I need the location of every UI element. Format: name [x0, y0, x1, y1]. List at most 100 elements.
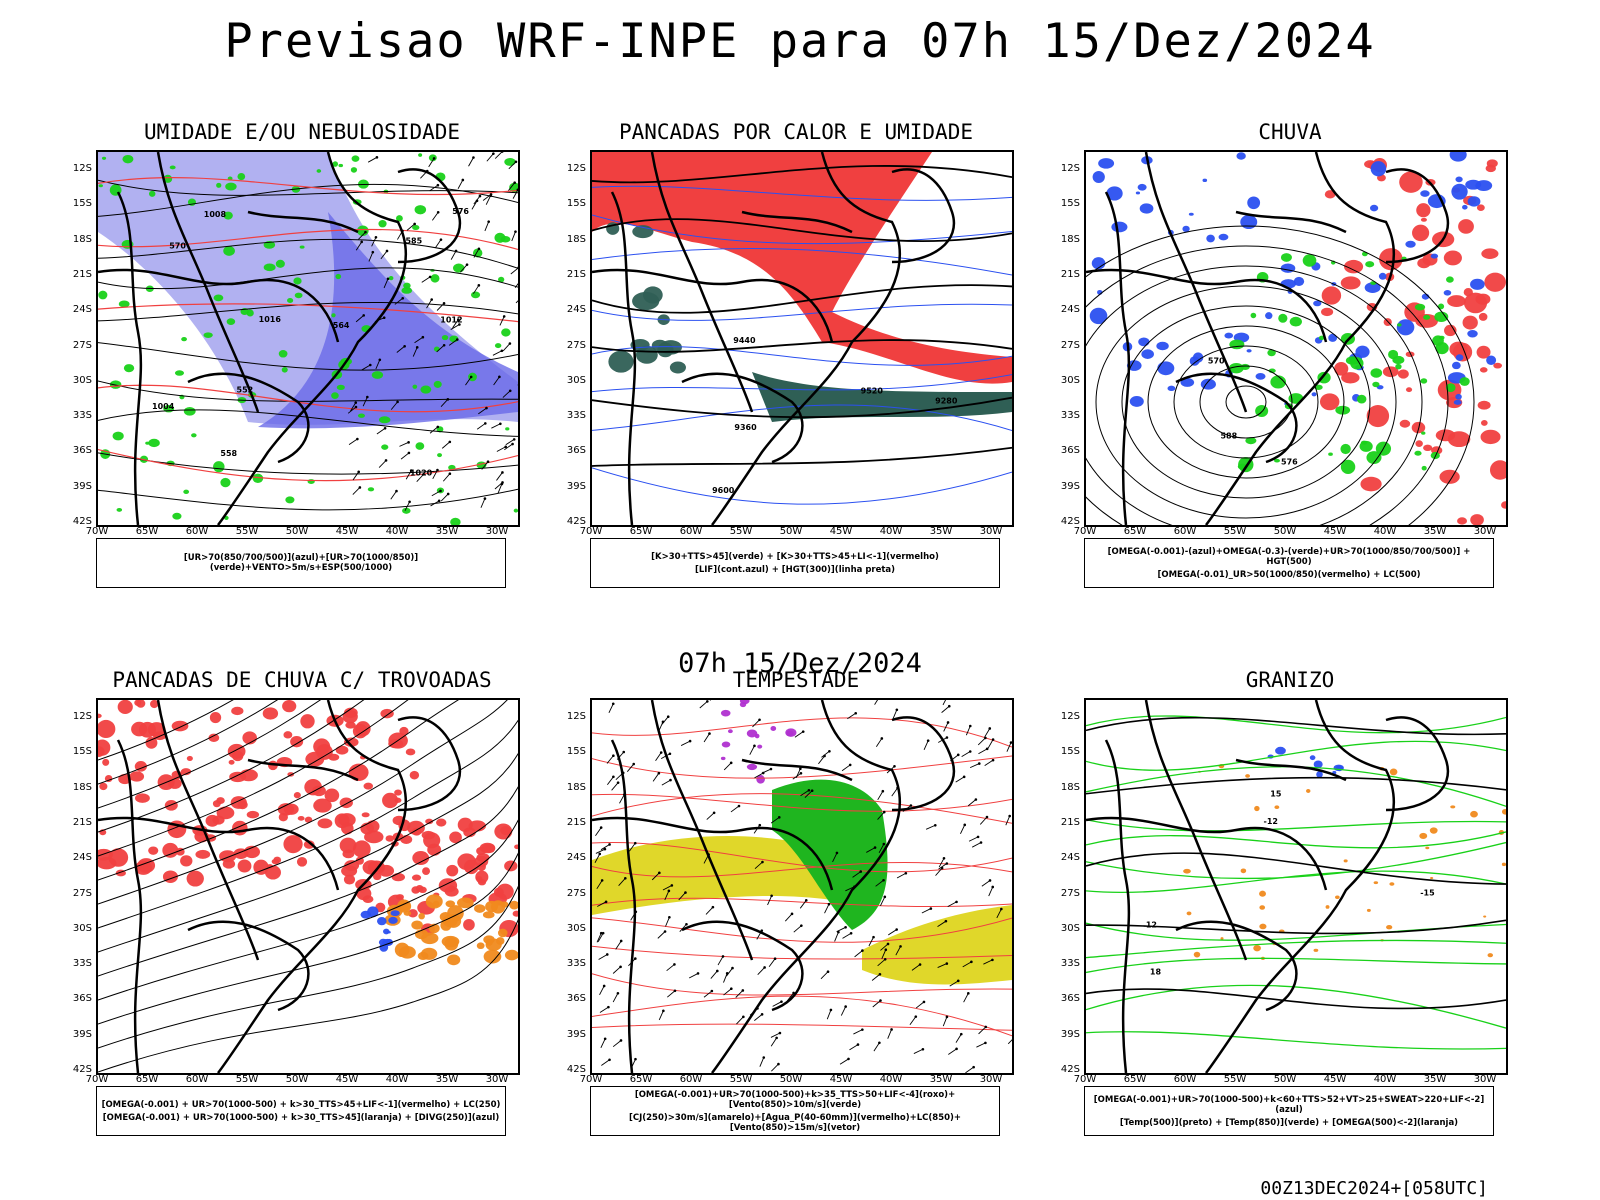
lon-tick-label: 55W — [729, 526, 753, 537]
divergence-blue-shading — [360, 906, 400, 952]
lat-tick-label: 30S — [72, 374, 92, 386]
lon-tick-label: 35W — [435, 526, 459, 537]
lon-tick-label: 70W — [579, 1074, 603, 1085]
rain-red-shading — [1319, 157, 1506, 525]
lat-tick-label: 15S — [1060, 198, 1080, 210]
lon-tick-label: 35W — [929, 1074, 953, 1085]
legend-line: [OMEGA(-0.001)-(azul)+OMEGA(-0.3)-(verde… — [1107, 546, 1471, 567]
lat-tick-label: 15S — [566, 198, 586, 210]
panel-legend: [OMEGA(-0.001)-(azul)+OMEGA(-0.3)-(verde… — [1084, 538, 1494, 588]
lat-tick-label: 30S — [566, 922, 586, 934]
lat-tick-label: 39S — [566, 1028, 586, 1040]
map-panel-4: PANCADAS DE CHUVA C/ TROVOADAS 12S 15S 18S 2… — [66, 668, 538, 1148]
lon-tick-label: 50W — [779, 526, 803, 537]
lat-tick-label: 18S — [72, 781, 92, 793]
lat-tick-label: 27S — [566, 887, 586, 899]
lat-tick-label: 36S — [566, 445, 586, 457]
legend-line: [UR>70(850/700/500)](azul)+[UR>70(1000/8… — [183, 553, 419, 573]
temp850-contours — [1086, 715, 1506, 1050]
lon-tick-label: 50W — [779, 1074, 803, 1085]
lon-tick-label: 40W — [385, 526, 409, 537]
lon-tick-label: 40W — [385, 1074, 409, 1085]
lon-tick-label: 40W — [879, 526, 903, 537]
lon-tick-label: 45W — [335, 1074, 359, 1085]
lat-tick-label: 24S — [1060, 304, 1080, 316]
lat-tick-label: 18S — [566, 781, 586, 793]
lifted-index-contours — [592, 185, 1012, 505]
contour-label: 1016 — [259, 315, 282, 324]
lat-tick-label: 33S — [566, 958, 586, 970]
lat-tick-label: 12S — [1060, 163, 1080, 174]
lon-tick-label: 55W — [729, 1074, 753, 1085]
contour-label: -12 — [1264, 817, 1278, 826]
lat-tick-label: 30S — [1060, 922, 1080, 934]
thickness-contours — [98, 177, 518, 482]
lat-tick-label: 24S — [566, 304, 586, 316]
bottom-row-valid-time: 07h 15/Dez/2024 — [678, 648, 922, 679]
panel-title: GRANIZO — [1245, 668, 1335, 692]
lon-tick-label: 55W — [1223, 526, 1247, 537]
lat-tick-label: 21S — [566, 268, 586, 280]
lon-tick-label: 45W — [829, 526, 853, 537]
lat-tick-label: 21S — [566, 816, 586, 828]
lat-tick-label: 42S — [566, 516, 586, 527]
lat-tick-label: 27S — [72, 339, 92, 351]
contour-label: 552 — [237, 385, 254, 394]
hgt500-rings — [1086, 225, 1475, 525]
lat-tick-label: 39S — [1060, 480, 1080, 492]
contour-label: 9280 — [935, 396, 958, 405]
lat-tick-label: 36S — [72, 445, 92, 457]
jet-yellow-band-east — [862, 905, 1012, 985]
legend-line: [CJ(250)>30m/s](amarelo)+[Agua_P(40-60mm… — [628, 1112, 962, 1133]
lat-tick-label: 24S — [72, 304, 92, 316]
lat-tick-label: 27S — [72, 887, 92, 899]
lat-tick-label: 15S — [1060, 746, 1080, 758]
lon-tick-label: 35W — [929, 526, 953, 537]
panel-legend: [UR>70(850/700/500)](azul)+[UR>70(1000/8… — [96, 538, 506, 588]
lat-tick-label: 36S — [566, 993, 586, 1005]
contour-label: 15 — [1270, 789, 1282, 798]
contour-label: 564 — [333, 321, 350, 330]
precipitable-water-contours — [592, 717, 1012, 1037]
south-america-borders — [98, 700, 462, 1073]
legend-line: [Temp(500)](preto) + [Temp(850)](verde) … — [1119, 1117, 1459, 1128]
contour-label: 12 — [1146, 921, 1157, 930]
lon-tick-label: 30W — [1473, 526, 1497, 537]
lat-tick-label: 15S — [566, 746, 586, 758]
lon-tick-label: 70W — [85, 526, 109, 537]
panel-title: UMIDADE E/OU NEBULOSIDADE — [143, 120, 461, 144]
hgt300-contours — [592, 165, 1012, 467]
lon-tick-label: 40W — [879, 1074, 903, 1085]
legend-line: [OMEGA(-0.001) + UR>70(1000-500) + k>30_… — [102, 1112, 500, 1123]
contour-label: 1020 — [410, 469, 433, 478]
lat-tick-label: 36S — [1060, 445, 1080, 457]
map-panel-5: TEMPESTADE 12S 15S 18S 21S 24S 27S 30S 33S 36S 39S… — [560, 668, 1032, 1148]
lon-tick-label: 60W — [185, 1074, 209, 1085]
lat-tick-label: 33S — [566, 410, 586, 422]
lon-tick-label: 30W — [485, 1074, 509, 1085]
lat-tick-label: 24S — [566, 852, 586, 864]
lon-tick-label: 65W — [629, 526, 653, 537]
lon-tick-label: 60W — [679, 1074, 703, 1085]
contour-label: 1004 — [152, 402, 175, 411]
contour-labels: -12 -15 18 15 12 — [1146, 789, 1435, 976]
mid-level-humidity-band — [258, 212, 518, 429]
panel-legend: [OMEGA(-0.001) + UR>70(1000-500) + k>30_… — [96, 1086, 506, 1136]
storm-purple-shading — [720, 700, 797, 784]
contour-label: 18 — [1150, 967, 1162, 976]
lat-tick-label: 36S — [1060, 993, 1080, 1005]
forecast-map: 588 576 570 — [1084, 150, 1508, 527]
lon-tick-label: 45W — [1323, 1074, 1347, 1085]
lat-tick-label: 42S — [566, 1064, 586, 1075]
contour-label: 588 — [1220, 432, 1237, 441]
lon-tick-label: 65W — [1123, 526, 1147, 537]
lat-tick-label: 24S — [1060, 852, 1080, 864]
map-panel-3: CHUVA 588 576 570 12S 15S 18S 21S 24S 27S 30S 33S 36… — [1054, 120, 1526, 600]
south-america-borders — [592, 700, 956, 1073]
lat-tick-label: 15S — [72, 198, 92, 210]
lon-tick-label: 60W — [185, 526, 209, 537]
lat-tick-label: 30S — [72, 922, 92, 934]
forecast-map: 1008 1012 1016 1020 1004 570 564 558 552 576 585 — [96, 150, 520, 527]
legend-line: [LIF](cont.azul) + [HGT(300)](linha pret… — [694, 564, 896, 575]
contour-label: 9600 — [712, 486, 735, 495]
